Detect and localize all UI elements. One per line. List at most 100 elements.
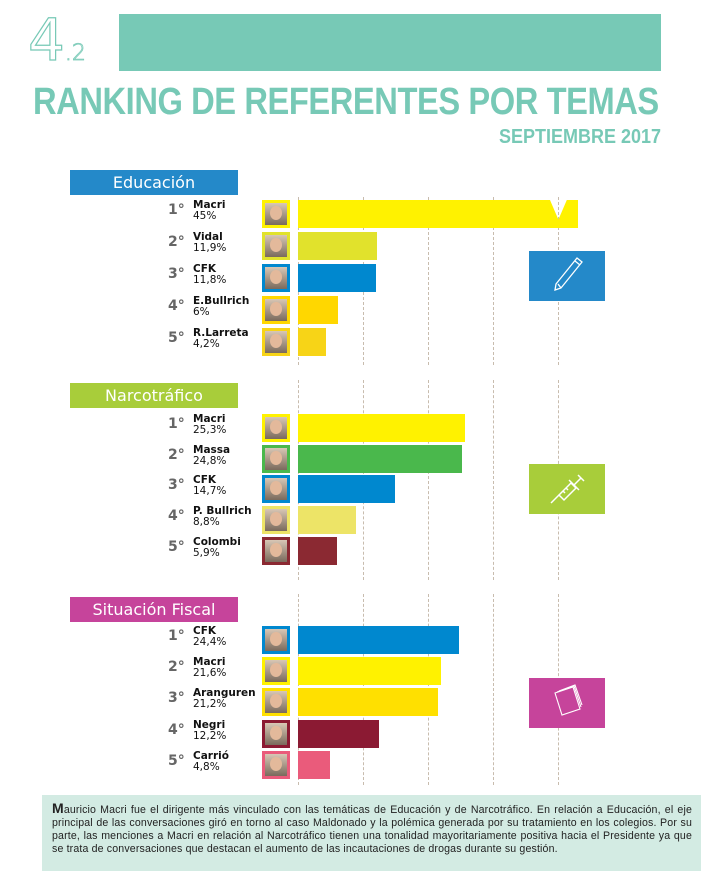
bar — [298, 626, 460, 654]
rank-label: 1° — [168, 202, 185, 218]
person-photo — [262, 445, 290, 473]
face-avatar — [270, 451, 282, 465]
section-label: Educación — [70, 170, 238, 195]
person-name: Carrió — [193, 750, 229, 762]
bar — [298, 445, 462, 473]
face-avatar — [270, 726, 282, 740]
rank-label: 3° — [168, 266, 185, 282]
bar — [298, 414, 465, 442]
section-label: Situación Fiscal — [70, 597, 238, 622]
bar — [298, 475, 396, 503]
person-name: Macri — [193, 413, 226, 425]
bar — [298, 537, 337, 565]
gridline — [493, 594, 494, 785]
bar — [298, 506, 357, 534]
chapter-sub-number: .2 — [64, 41, 87, 67]
percentage-label: 14,7% — [193, 485, 227, 497]
percentage-label: 4,2% — [193, 338, 220, 350]
gridline — [493, 197, 494, 365]
percentage-label: 12,2% — [193, 730, 227, 742]
ranking-row: 2° Massa 24,8% — [0, 444, 701, 473]
person-photo — [262, 200, 290, 228]
face-avatar — [270, 757, 282, 771]
person-name: E.Bullrich — [193, 295, 250, 307]
percentage-label: 11,9% — [193, 242, 227, 254]
face-avatar — [270, 663, 282, 677]
person-photo — [262, 537, 290, 565]
bar — [298, 264, 376, 292]
ranking-row: 2° Vidal 11,9% — [0, 231, 701, 260]
ranking-row: 3° Aranguren 21,2% — [0, 687, 701, 716]
rank-label: 1° — [168, 416, 185, 432]
percentage-label: 11,8% — [193, 274, 227, 286]
face-avatar — [270, 302, 282, 316]
percentage-label: 4,8% — [193, 761, 220, 773]
ranking-row: 1° CFK 24,4% — [0, 625, 701, 654]
chapter-number: 4.2 — [27, 6, 87, 86]
face-avatar — [270, 206, 282, 220]
person-photo — [262, 506, 290, 534]
face-avatar — [270, 238, 282, 252]
chapter-main-number: 4 — [27, 6, 65, 74]
person-photo — [262, 751, 290, 779]
ranking-row: 4° Negri 12,2% — [0, 719, 701, 748]
rank-label: 5° — [168, 330, 185, 346]
bar — [298, 657, 441, 685]
person-name: Vidal — [193, 231, 223, 243]
gridline — [428, 197, 429, 365]
documents-icon — [547, 681, 587, 726]
percentage-label: 45% — [193, 210, 217, 222]
ranking-row: 3° CFK 11,8% — [0, 263, 701, 292]
page-title: RANKING DE REFERENTES POR TEMAS — [33, 81, 659, 123]
person-name: P. Bullrich — [193, 505, 252, 517]
section-icon-box — [529, 678, 605, 728]
percentage-label: 25,3% — [193, 424, 227, 436]
face-avatar — [270, 632, 282, 646]
bar — [298, 720, 379, 748]
ranking-row: 4° E.Bullrich 6% — [0, 295, 701, 324]
summary-box: Mauricio Macri fue el dirigente más vinc… — [42, 795, 701, 871]
section-label: Narcotráfico — [70, 383, 238, 408]
percentage-label: 21,2% — [193, 698, 227, 710]
summary-initial: M — [52, 800, 64, 816]
percentage-label: 24,4% — [193, 636, 227, 648]
rank-label: 3° — [168, 477, 185, 493]
summary-body: auricio Macri fue el dirigente más vincu… — [52, 804, 692, 855]
face-avatar — [270, 694, 282, 708]
rank-label: 1° — [168, 628, 185, 644]
bar — [298, 751, 330, 779]
bar — [298, 200, 578, 228]
rank-label: 2° — [168, 234, 185, 250]
ranking-row: 4° P. Bullrich 8,8% — [0, 505, 701, 534]
rank-label: 5° — [168, 753, 185, 769]
gridline — [428, 380, 429, 580]
percentage-label: 24,8% — [193, 455, 227, 467]
person-name: CFK — [193, 474, 217, 486]
percentage-label: 8,8% — [193, 516, 220, 528]
ranking-row: 1° Macri 25,3% — [0, 413, 701, 442]
percentage-label: 5,9% — [193, 547, 220, 559]
ranking-row: 5° R.Larreta 4,2% — [0, 327, 701, 356]
person-photo — [262, 414, 290, 442]
person-name: Negri — [193, 719, 226, 731]
person-photo — [262, 720, 290, 748]
ranking-row: 5° Colombi 5,9% — [0, 536, 701, 565]
person-photo — [262, 688, 290, 716]
bar — [298, 688, 438, 716]
person-photo — [262, 232, 290, 260]
person-photo — [262, 626, 290, 654]
face-avatar — [270, 543, 282, 557]
syringe-icon — [547, 467, 587, 512]
bar — [298, 232, 377, 260]
face-avatar — [270, 512, 282, 526]
rank-label: 2° — [168, 659, 185, 675]
person-photo — [262, 657, 290, 685]
ranking-row: 5° Carrió 4,8% — [0, 750, 701, 779]
rank-label: 4° — [168, 298, 185, 314]
rank-label: 5° — [168, 539, 185, 555]
page-subtitle: SEPTIEMBRE 2017 — [498, 126, 661, 148]
person-name: Colombi — [193, 536, 241, 548]
rank-label: 4° — [168, 508, 185, 524]
person-name: Massa — [193, 444, 231, 456]
face-avatar — [270, 334, 282, 348]
